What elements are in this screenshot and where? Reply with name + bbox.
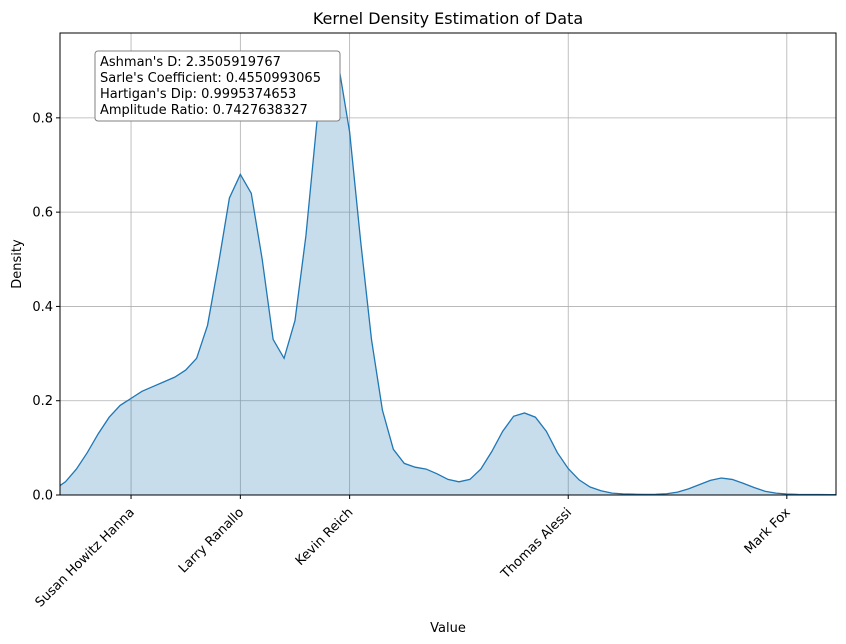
x-tick-label-1: Larry Ranallo <box>176 505 247 576</box>
plot-frame <box>59 32 837 496</box>
x-tick-label-4: Mark Fox <box>742 505 794 557</box>
x-tick-label-2: Kevin Reich <box>293 505 357 569</box>
y-tick-label-2: 0.4 <box>32 300 53 315</box>
stats-box-background <box>94 50 341 122</box>
stats-box: Ashman's D: 2.3505919767 Sarle's Coeffic… <box>94 50 341 122</box>
x-axis-title: Value <box>430 621 466 636</box>
stats-hartigans-dip: Hartigan's Dip: 0.9995374653 <box>100 87 296 102</box>
x-tick-label-0: Susan Howitz Hanna <box>33 505 138 610</box>
y-axis: 0.0 0.2 0.4 0.6 0.8 <box>32 111 60 504</box>
y-tick-label-4: 0.8 <box>32 111 53 126</box>
stats-ashmans-d: Ashman's D: 2.3505919767 <box>100 55 281 70</box>
x-tick-label-3: Thomas Alessi <box>498 505 575 582</box>
y-tick-label-3: 0.6 <box>32 206 53 221</box>
chart-title: Kernel Density Estimation of Data <box>313 9 583 28</box>
x-axis: Susan Howitz Hanna Larry Ranallo Kevin Rei… <box>33 495 794 610</box>
plot-area <box>60 55 836 495</box>
y-tick-label-1: 0.2 <box>32 394 53 409</box>
density-line <box>60 55 836 495</box>
y-axis-title: Density <box>10 239 25 289</box>
density-area <box>60 56 836 495</box>
stats-sarles-coefficient: Sarle's Coefficient: 0.4550993065 <box>100 71 321 86</box>
y-tick-label-0: 0.0 <box>32 489 53 504</box>
stats-amplitude-ratio: Amplitude Ratio: 0.7427638327 <box>100 103 308 118</box>
